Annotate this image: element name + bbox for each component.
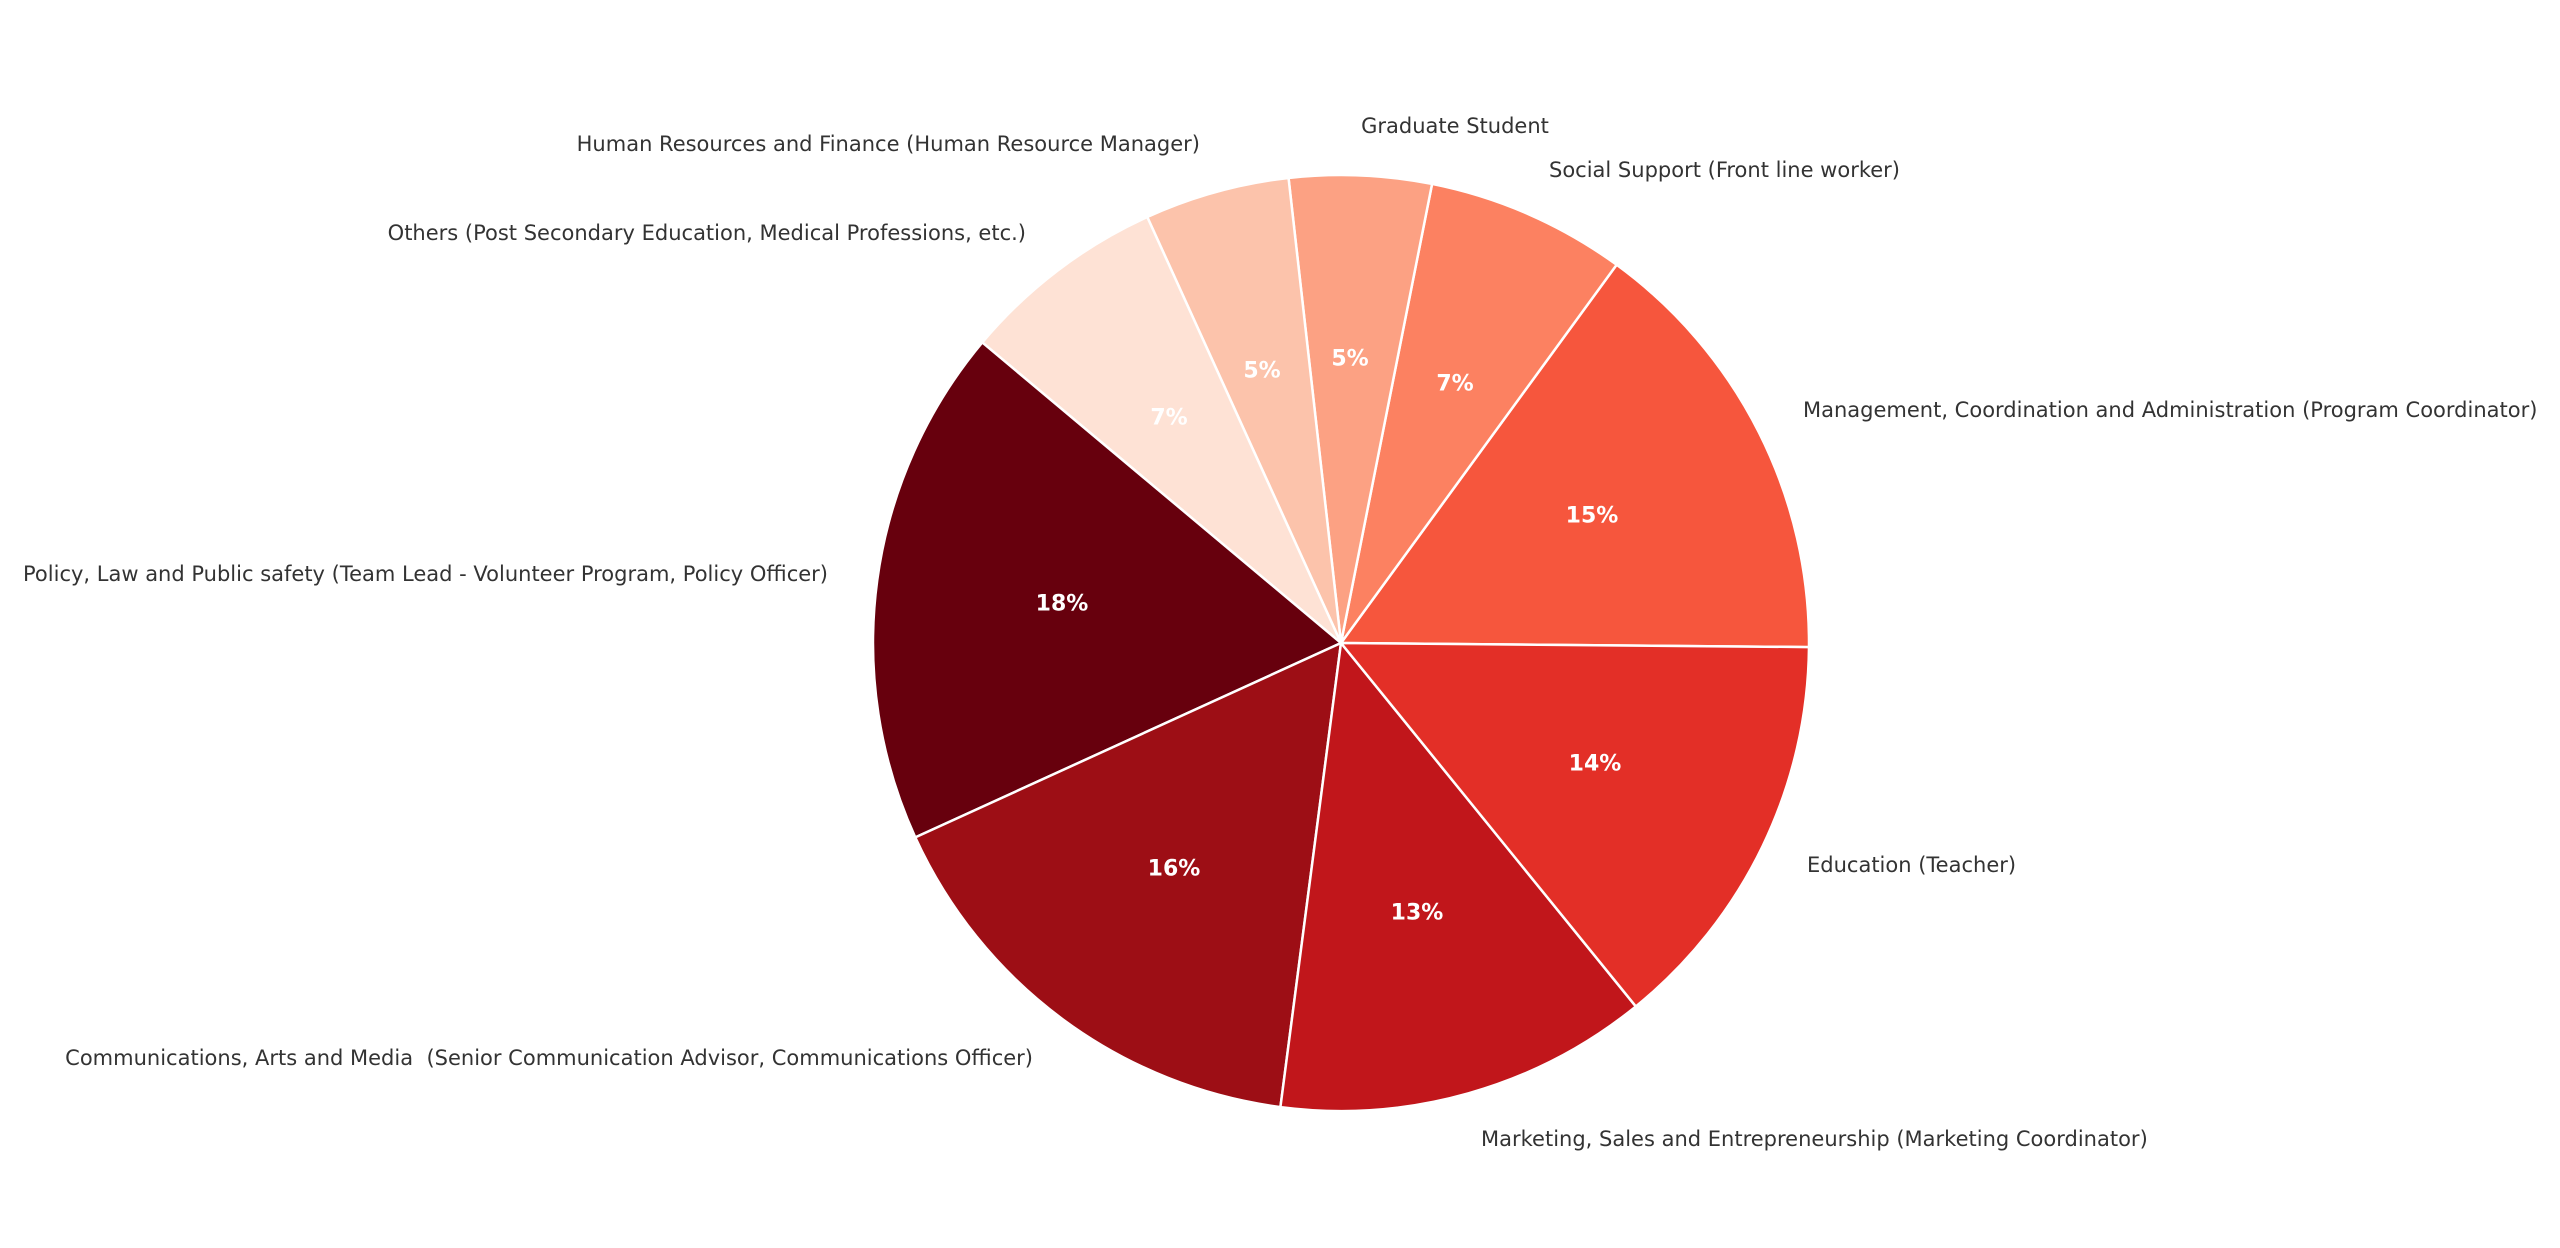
pie-slice-communications-arts-and-media-senior-com[interactable]: [914, 641, 1343, 1109]
pie-slice-education-teacher[interactable]: [1339, 641, 1811, 1008]
pie-slice-human-resources-and-finance-human-resour[interactable]: [1146, 176, 1343, 645]
percentage-labels: 15% 7% 5% 5% 7% 18% 16% 13% 14%: [1036, 347, 1622, 926]
percentage-label: 7%: [1150, 406, 1187, 431]
pie-slice-management-coordination-and-administrati[interactable]: [1339, 263, 1811, 649]
pie-slice-graduate-student[interactable]: [1287, 173, 1434, 645]
pie-slice-others-post-secondary-education-medical-[interactable]: [981, 215, 1343, 645]
category-label: Management, Coordination and Administrat…: [1803, 398, 2537, 422]
category-label: Social Support (Front line worker): [1549, 158, 1900, 182]
category-label: Education (Teacher): [1807, 853, 2016, 877]
category-label: Communications, Arts and Media (Senior C…: [65, 1046, 1033, 1070]
category-label: Graduate Student: [1361, 114, 1549, 138]
category-labels: Management, Coordination and Administrat…: [23, 114, 2537, 1151]
category-label: Policy, Law and Public safety (Team Lead…: [23, 562, 828, 586]
percentage-label: 7%: [1436, 372, 1473, 397]
category-label: Others (Post Secondary Education, Medica…: [388, 221, 1026, 245]
percentage-label: 18%: [1036, 592, 1089, 617]
pie-slice-marketing-sales-and-entrepreneurship-mar[interactable]: [1279, 641, 1638, 1113]
category-label: Marketing, Sales and Entrepreneurship (M…: [1481, 1127, 2148, 1151]
percentage-label: 5%: [1331, 347, 1368, 372]
percentage-label: 13%: [1391, 901, 1444, 926]
percentage-label: 5%: [1243, 359, 1280, 384]
percentage-label: 14%: [1569, 752, 1622, 777]
category-label: Human Resources and Finance (Human Resou…: [577, 132, 1200, 156]
pie-slice-policy-law-and-public-safety-team-lead-v[interactable]: [871, 341, 1343, 839]
percentage-label: 16%: [1148, 857, 1201, 882]
pie-slices: [871, 173, 1811, 1113]
percentage-label: 15%: [1566, 504, 1619, 529]
